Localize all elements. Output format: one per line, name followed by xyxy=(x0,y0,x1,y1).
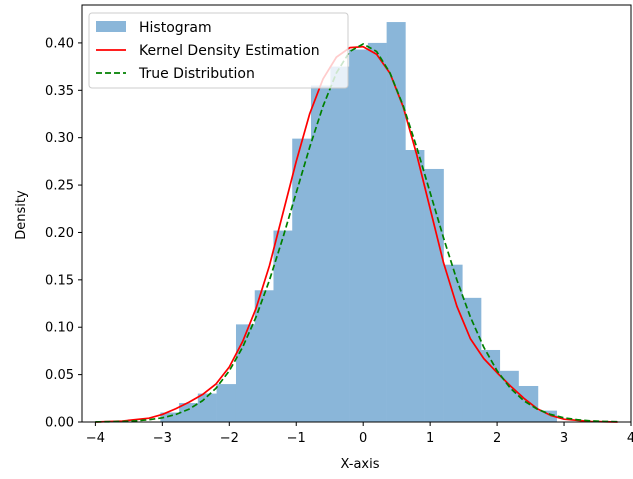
y-tick-label: 0.20 xyxy=(45,226,74,241)
histogram-bar xyxy=(330,66,350,423)
histogram-bar xyxy=(273,230,293,422)
x-axis-title: X-axis xyxy=(341,457,380,472)
x-tick-label: 3 xyxy=(560,431,568,446)
histogram-bar xyxy=(537,410,557,422)
histogram-bars xyxy=(160,22,557,423)
histogram-bar xyxy=(292,138,312,422)
histogram-bar xyxy=(386,22,406,423)
y-tick-label: 0.35 xyxy=(45,84,74,99)
histogram-bar xyxy=(197,393,217,422)
y-tick-label: 0.30 xyxy=(45,131,74,146)
histogram-bar xyxy=(443,264,463,422)
y-tick-label: 0.15 xyxy=(45,273,74,288)
histogram-bar xyxy=(424,168,444,422)
x-tick-label: 0 xyxy=(359,431,367,446)
y-tick-label: 0.05 xyxy=(45,368,74,383)
y-tick-label: 0.25 xyxy=(45,179,74,194)
legend-box xyxy=(88,12,349,89)
x-tick-label: −2 xyxy=(220,431,239,446)
x-tick-label: 1 xyxy=(426,431,434,446)
histogram-bar xyxy=(405,150,425,423)
histogram-bar xyxy=(216,384,237,422)
legend-label-histogram: Histogram xyxy=(139,20,212,36)
legend-label-kde: Kernel Density Estimation xyxy=(139,43,320,59)
x-tick-label: −4 xyxy=(86,431,105,446)
ticks: −4 −3 −2 −1 0 1 2 3 4 0.00 0.05 0.10 0.15 0.20 0.25 0.3… xyxy=(45,36,633,446)
y-axis-title: Density xyxy=(14,190,29,240)
legend-swatch-histogram xyxy=(96,21,126,32)
histogram-bar xyxy=(160,412,180,422)
legend: Histogram Kernel Density Estimation True D… xyxy=(88,12,349,89)
x-tick-label: 2 xyxy=(493,431,501,446)
histogram-bar xyxy=(499,370,519,422)
axes xyxy=(81,4,632,423)
histogram-bar xyxy=(310,85,331,422)
histogram-bar xyxy=(462,297,482,422)
y-tick-label: 0.40 xyxy=(45,36,74,51)
y-tick-label: 0.00 xyxy=(45,416,74,431)
histogram-bar xyxy=(254,290,274,422)
histogram-bar xyxy=(367,42,387,423)
plot-frame xyxy=(81,4,632,423)
y-tick-label: 0.10 xyxy=(45,321,74,336)
histogram-bar xyxy=(349,49,369,422)
x-tick-label: −1 xyxy=(287,431,306,446)
histogram-bar xyxy=(179,403,199,422)
legend-label-true: True Distribution xyxy=(138,66,255,82)
histogram-bar xyxy=(235,324,256,422)
kde-line xyxy=(95,45,618,423)
x-tick-label: 4 xyxy=(627,431,633,446)
density-lines xyxy=(95,43,618,423)
x-tick-label: −3 xyxy=(153,431,172,446)
